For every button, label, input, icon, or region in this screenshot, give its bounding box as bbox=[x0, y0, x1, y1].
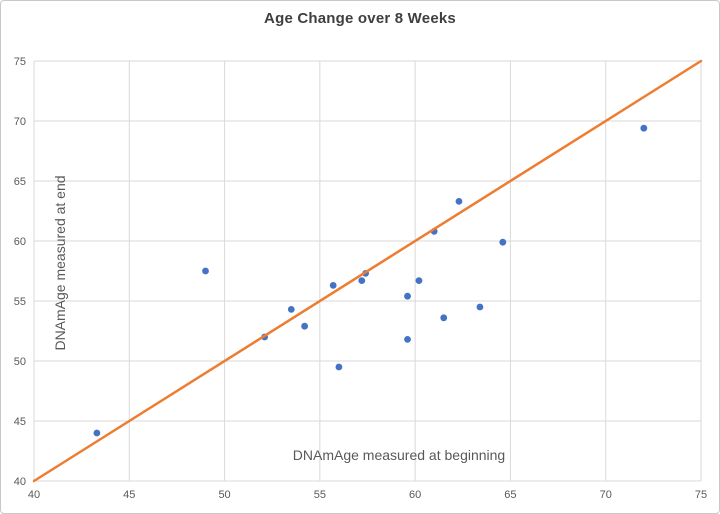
data-point bbox=[93, 429, 101, 437]
data-point bbox=[335, 363, 343, 371]
data-point bbox=[499, 238, 507, 246]
y-axis-title: DNAmAge measured at end bbox=[52, 175, 68, 351]
data-point bbox=[301, 322, 309, 330]
y-tick-label: 75 bbox=[14, 56, 26, 68]
data-point bbox=[640, 124, 648, 132]
y-tick-label: 50 bbox=[14, 356, 26, 368]
x-tick-label: 60 bbox=[409, 489, 421, 501]
data-point bbox=[202, 267, 209, 275]
identity-line bbox=[32, 59, 703, 483]
x-tick-label: 40 bbox=[28, 489, 40, 501]
data-point bbox=[404, 336, 411, 343]
x-tick-label: 55 bbox=[314, 489, 326, 501]
data-point bbox=[329, 282, 337, 289]
chart-title: Age Change over 8 Weeks bbox=[264, 10, 456, 27]
y-tick-label: 65 bbox=[14, 176, 26, 188]
x-tick-label: 65 bbox=[504, 489, 516, 501]
x-tick-label: 50 bbox=[218, 489, 230, 501]
data-point bbox=[476, 303, 484, 311]
y-tick-label: 60 bbox=[14, 236, 26, 248]
x-tick-label: 75 bbox=[695, 489, 707, 501]
y-tick-label: 55 bbox=[14, 296, 26, 308]
y-tick-label: 70 bbox=[14, 116, 26, 128]
data-point bbox=[455, 198, 463, 205]
data-point bbox=[287, 306, 295, 313]
data-point bbox=[358, 277, 366, 284]
data-point bbox=[440, 314, 448, 322]
data-point bbox=[404, 292, 411, 300]
y-tick-label: 40 bbox=[14, 476, 26, 488]
x-axis-title: DNAmAge measured at beginning bbox=[292, 447, 506, 463]
y-tick-label: 45 bbox=[14, 416, 26, 428]
x-tick-label: 70 bbox=[600, 489, 612, 501]
data-point bbox=[415, 277, 423, 284]
x-tick-label: 45 bbox=[123, 489, 135, 501]
